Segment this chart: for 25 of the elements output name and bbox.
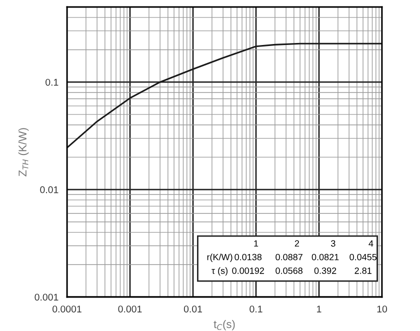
annotation: 2 xyxy=(294,240,300,247)
annotation: 0.0455 xyxy=(350,254,377,260)
y-axis-title: Z$_{TH}$ (K/W) xyxy=(18,128,29,176)
annotation: 0.0887 xyxy=(276,254,302,260)
x-tick-label: 1 xyxy=(317,306,322,312)
x-axis-title: t$_{C}$(s) xyxy=(214,320,235,330)
annotation: 3 xyxy=(331,240,336,247)
x-tick-label: 0.01 xyxy=(184,306,202,312)
x-tick-label: 0.1 xyxy=(250,306,262,312)
annotation: 4 xyxy=(368,240,374,247)
annotation: 0.392 xyxy=(314,268,336,274)
annotation: τ (s) xyxy=(212,267,228,276)
y-tick-label: 0.01 xyxy=(40,186,58,194)
annotation: 0.0821 xyxy=(312,254,339,260)
annotation: 1 xyxy=(254,240,258,247)
annotation: 0.0138 xyxy=(234,254,262,260)
x-tick-label: 0.0001 xyxy=(52,306,82,312)
annotation: 0.00192 xyxy=(232,268,264,274)
x-tick-label: 0.001 xyxy=(118,306,142,312)
y-tick-label: 0.001 xyxy=(34,294,58,301)
annotation: r(K/W) xyxy=(207,254,232,262)
x-tick-label: 10 xyxy=(377,306,388,312)
annotation: 2.81 xyxy=(354,268,372,274)
annotation: 0.0568 xyxy=(276,268,302,274)
y-tick-label: 0.1 xyxy=(46,78,58,86)
